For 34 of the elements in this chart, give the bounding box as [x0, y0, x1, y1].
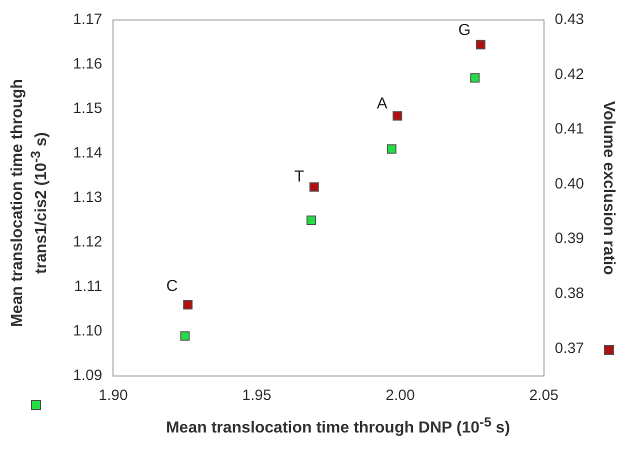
x-tick-label: 1.90: [98, 387, 128, 404]
y-tick-label: 1.16: [72, 56, 102, 73]
y2-tick-label: 0.40: [554, 175, 584, 192]
point: [309, 182, 319, 192]
y2-tick-label: 0.39: [554, 230, 584, 248]
y-tick-label: 1.15: [72, 100, 102, 118]
point: [306, 216, 316, 225]
y-tick-label: 1.12: [72, 234, 102, 251]
y-tick-label: 1.09: [72, 367, 102, 384]
y-tick-label: 1.17: [72, 11, 102, 28]
point: [476, 40, 486, 50]
y2-tick-label: 0.43: [554, 11, 584, 28]
y-tick-label: 1.14: [72, 144, 102, 162]
annotation: G: [458, 22, 471, 39]
y2-tick-label: 0.42: [554, 66, 584, 83]
y2-axis-title: Volume exclusion ratio: [599, 101, 617, 275]
x-axis-title: Mean translocation time through DNP (10$^{-5}$ s): [166, 414, 510, 438]
y2-tick-label: 0.37: [554, 340, 584, 357]
y-tick-label: 1.13: [72, 189, 102, 206]
y-tick-label: 1.10: [72, 322, 102, 340]
annotation: T: [294, 168, 304, 186]
point: [183, 300, 193, 310]
annotation: C: [166, 278, 178, 295]
point: [386, 144, 396, 154]
point: [180, 331, 190, 341]
point: [470, 73, 480, 83]
y2-tick-label: 0.38: [554, 284, 584, 302]
x-tick-label: 2.00: [386, 387, 415, 404]
y-tick-label: 1.11: [74, 278, 102, 296]
y2-tick-label: 0.41: [554, 120, 584, 138]
x-tick-label: 2.05: [529, 387, 558, 404]
x-tick-label: 1.95: [242, 387, 272, 404]
point: [392, 111, 402, 121]
annotation: A: [376, 95, 388, 112]
